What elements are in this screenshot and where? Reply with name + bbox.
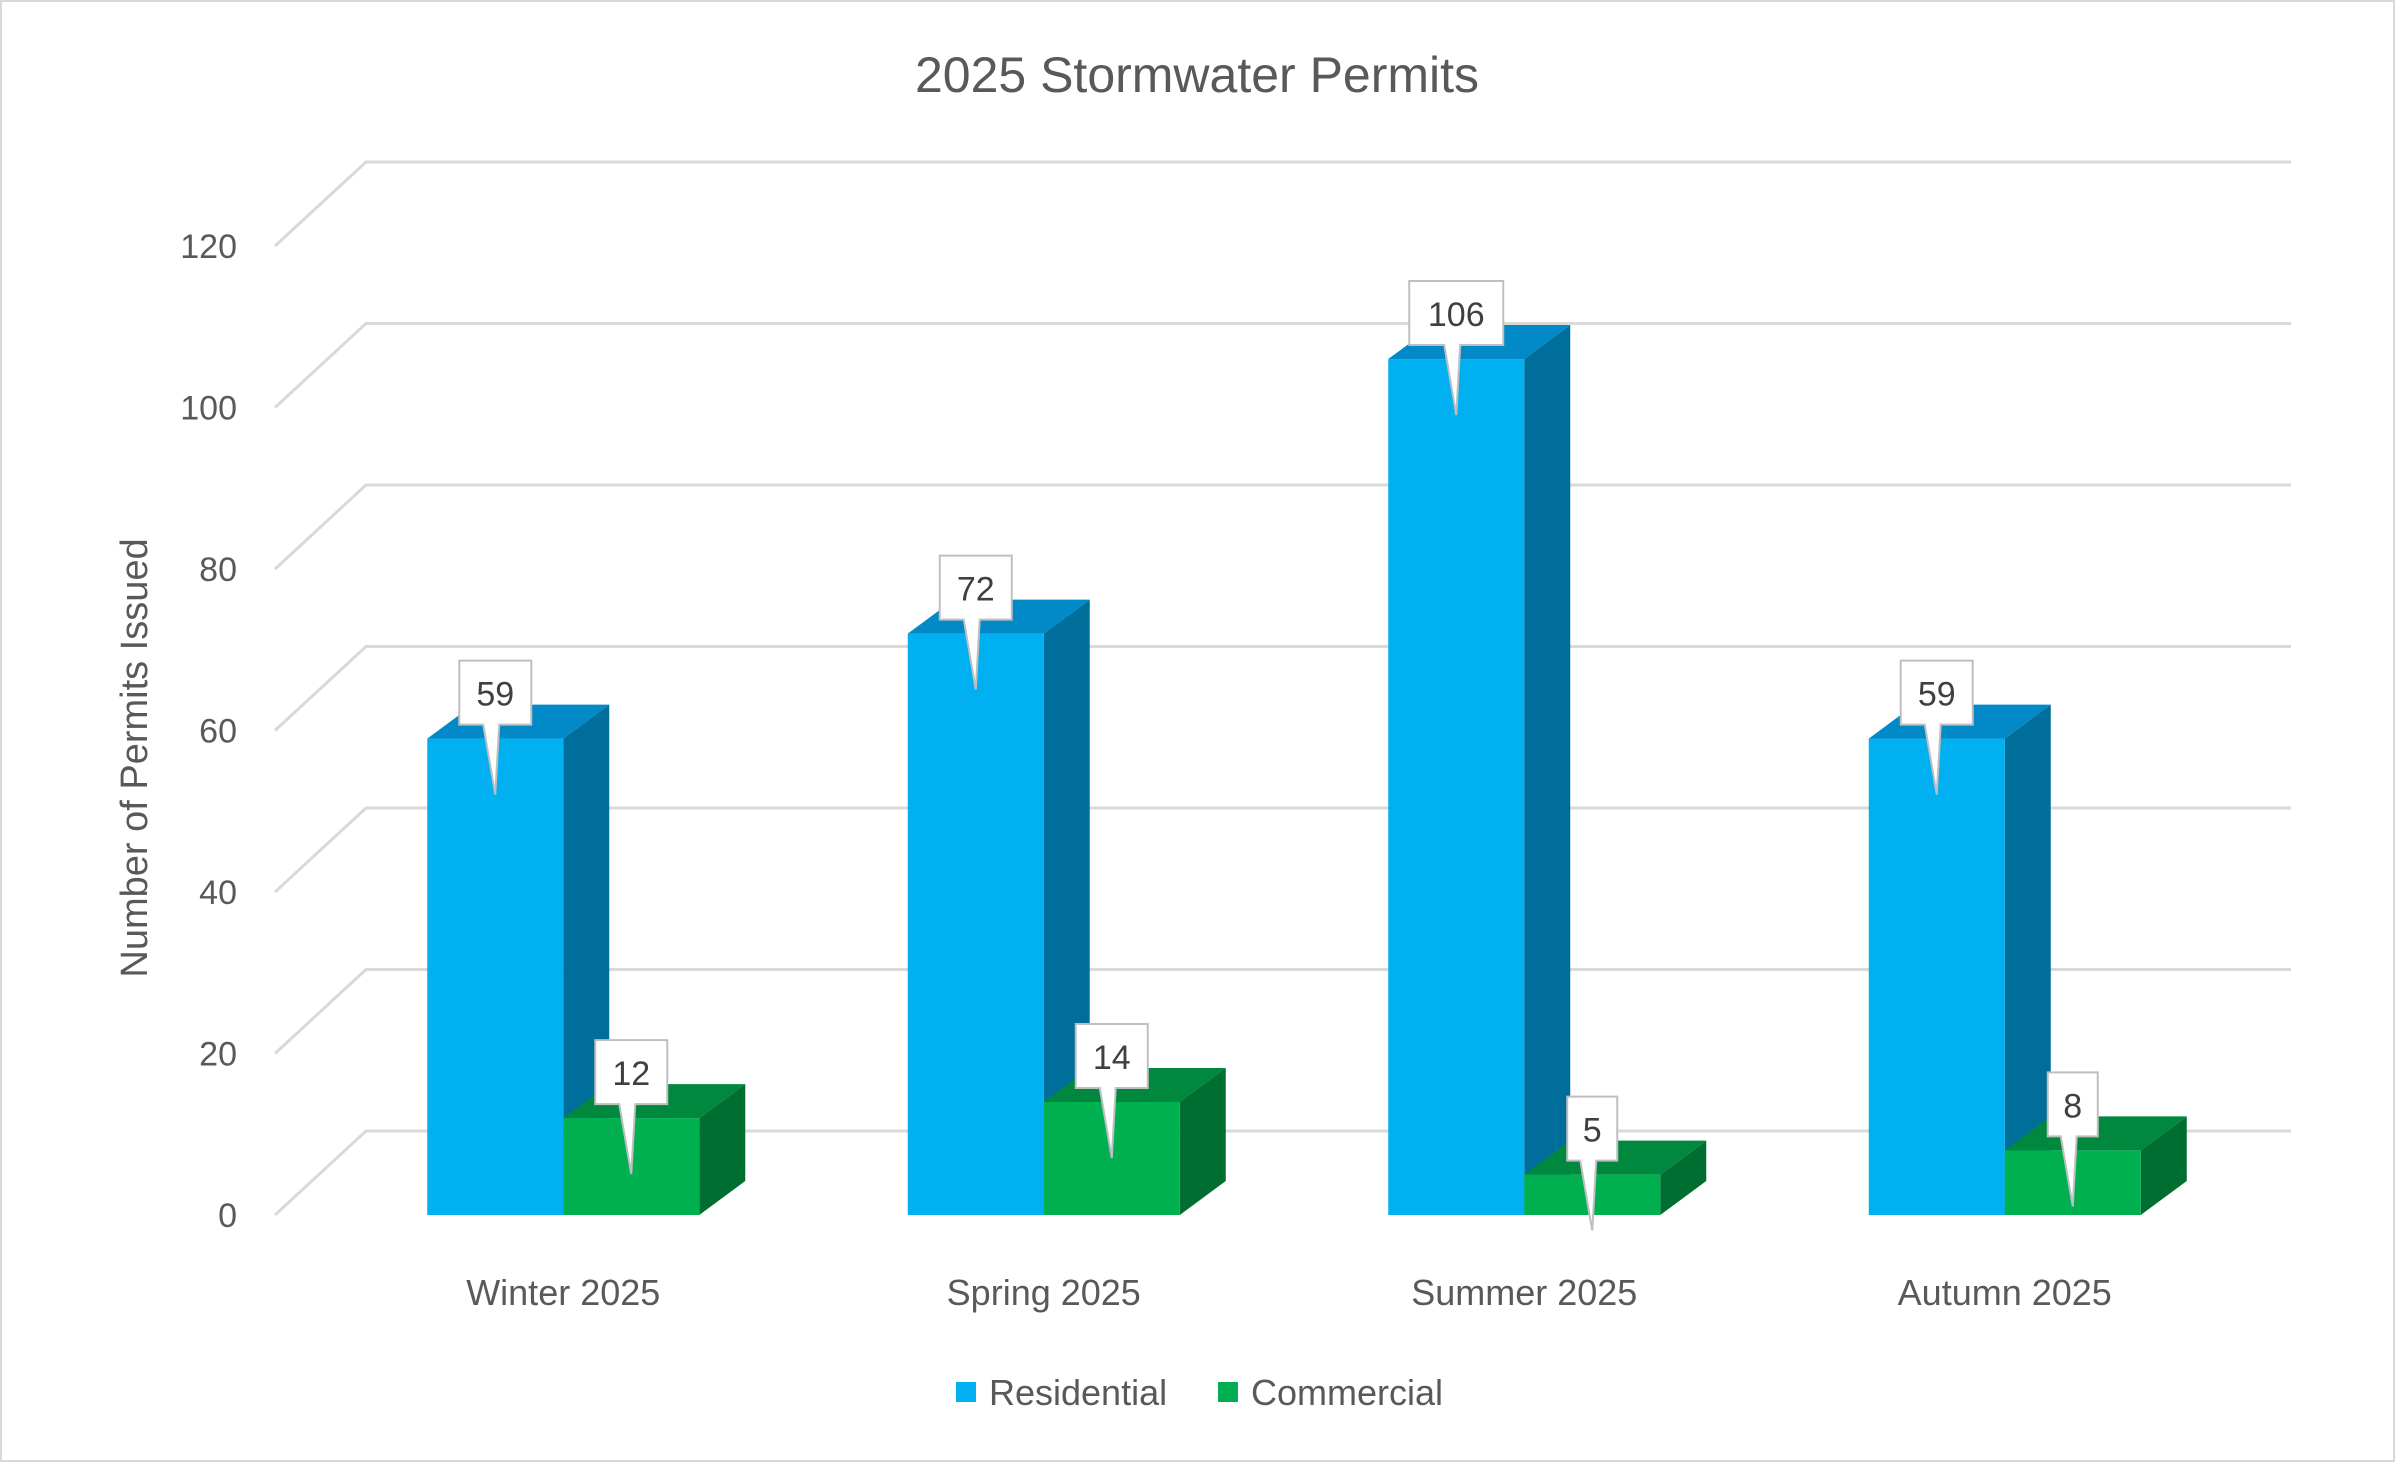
- legend-label-commercial: Commercial: [1251, 1372, 1443, 1413]
- bar-side-summer-2025-commercial: [1660, 1140, 1707, 1215]
- y-axis-title: Number of Permits Issued: [114, 538, 156, 977]
- x-category-label-autumn-2025: Autumn 2025: [1898, 1272, 2112, 1313]
- gridline-20: [273, 968, 2291, 1055]
- y-tick-label-80: 80: [199, 551, 237, 589]
- bar-autumn-2025-residential: [1868, 738, 2005, 1215]
- y-tick-label-0: 0: [218, 1197, 237, 1235]
- gridline-60: [273, 645, 2291, 732]
- bar-side-summer-2025-residential: [1524, 325, 1571, 1215]
- data-label-box-summer-2025-residential: [1408, 280, 1505, 416]
- legend: Residential Commercial: [956, 1372, 1443, 1413]
- data-label-text-spring-2025-commercial: 14: [1093, 1039, 1131, 1077]
- x-axis-categories: Winter 2025 Spring 2025 Summer 2025 Autumn …: [466, 1272, 2112, 1313]
- bars: [427, 325, 2187, 1215]
- data-label-text-summer-2025-residential: 106: [1428, 296, 1485, 334]
- data-label-summer-2025-commercial: 5: [1566, 1095, 1619, 1231]
- data-label-autumn-2025-commercial: 8: [2046, 1071, 2099, 1207]
- data-label-box-winter-2025-commercial: [594, 1039, 669, 1175]
- data-label-winter-2025-residential: 59: [458, 659, 533, 795]
- chart-title: 2025 Stormwater Permits: [915, 47, 1479, 103]
- data-label-box-winter-2025-residential: [458, 659, 533, 795]
- x-category-label-winter-2025: Winter 2025: [466, 1272, 660, 1313]
- data-label-box-autumn-2025-residential: [1899, 659, 1974, 795]
- data-label-box-summer-2025-commercial: [1566, 1095, 1619, 1231]
- data-label-box-spring-2025-commercial: [1074, 1022, 1149, 1159]
- bar-side-spring-2025-commercial: [1179, 1067, 1226, 1215]
- gridline-100: [273, 322, 2291, 409]
- data-label-autumn-2025-residential: 59: [1899, 659, 1974, 795]
- y-tick-label-60: 60: [199, 713, 237, 751]
- data-label-text-autumn-2025-residential: 59: [1918, 676, 1956, 714]
- gridlines: [273, 160, 2291, 1217]
- x-category-label-summer-2025: Summer 2025: [1411, 1272, 1637, 1313]
- data-label-box-autumn-2025-commercial: [2046, 1071, 2099, 1207]
- data-label-text-winter-2025-commercial: 12: [612, 1055, 650, 1093]
- data-label-text-winter-2025-residential: 59: [476, 676, 514, 714]
- legend-swatch-residential: [956, 1382, 976, 1402]
- y-tick-label-120: 120: [180, 228, 237, 266]
- y-tick-label-20: 20: [199, 1036, 237, 1074]
- y-axis-ticks: 0 20 40 60 80 100 120: [180, 228, 237, 1235]
- data-label-text-spring-2025-residential: 72: [957, 571, 995, 609]
- y-tick-label-100: 100: [180, 390, 237, 428]
- gridline-40: [273, 806, 2291, 894]
- bar-side-autumn-2025-commercial: [2140, 1116, 2187, 1215]
- data-label-spring-2025-commercial: 14: [1074, 1022, 1149, 1159]
- bar-side-autumn-2025-residential: [2004, 704, 2051, 1215]
- data-label-winter-2025-commercial: 12: [594, 1039, 669, 1175]
- data-label-summer-2025-residential: 106: [1408, 280, 1505, 416]
- data-label-text-summer-2025-commercial: 5: [1583, 1112, 1602, 1150]
- legend-label-residential: Residential: [989, 1372, 1167, 1413]
- legend-swatch-commercial: [1218, 1382, 1238, 1402]
- data-label-text-autumn-2025-commercial: 8: [2063, 1087, 2082, 1125]
- bar-side-winter-2025-commercial: [699, 1084, 746, 1215]
- y-tick-label-40: 40: [199, 874, 237, 912]
- data-label-box-spring-2025-residential: [938, 554, 1013, 690]
- data-labels: 59 12 72 14 106 5 59 8: [458, 280, 2099, 1231]
- x-category-label-spring-2025: Spring 2025: [947, 1272, 1141, 1313]
- gridline-0: [273, 1129, 2291, 1217]
- gridline-80: [273, 483, 2291, 571]
- gridline-120: [273, 160, 2291, 248]
- bar-spring-2025-residential: [907, 633, 1044, 1215]
- bar-winter-2025-residential: [427, 738, 564, 1215]
- bar-summer-2025-residential: [1388, 359, 1525, 1215]
- data-label-spring-2025-residential: 72: [938, 554, 1013, 690]
